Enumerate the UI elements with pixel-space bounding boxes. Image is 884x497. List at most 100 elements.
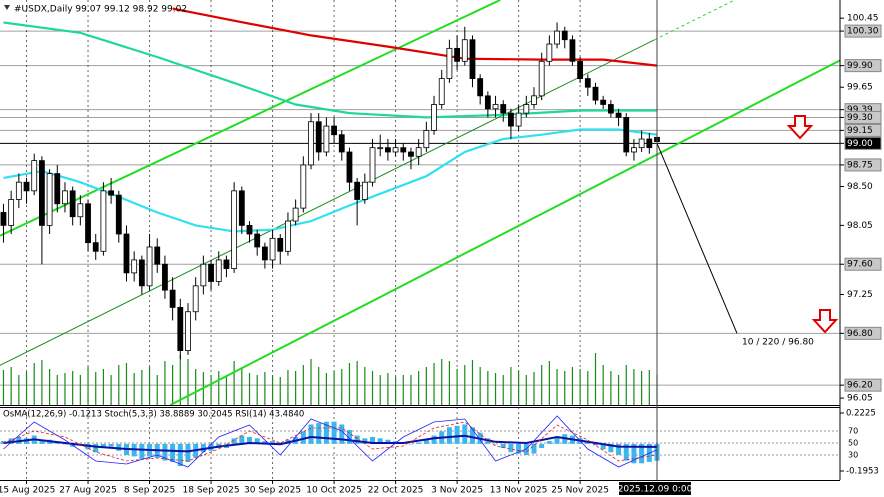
osma-bar: [39, 441, 45, 444]
candle-body: [584, 78, 591, 88]
x-tick-label: 22 Oct 2025: [368, 486, 424, 496]
candle-body: [285, 220, 291, 252]
y-tick-label: 96.05: [847, 394, 873, 404]
candle-body: [600, 99, 607, 105]
annotation: 10 / 220 / 96.80: [742, 338, 814, 348]
y-tick-label-bg: [844, 123, 882, 137]
candle-body: [492, 104, 499, 110]
osma-bar: [631, 443, 637, 464]
candle-body: [354, 181, 361, 200]
y-tick-label: 99.30: [847, 113, 873, 123]
candle-body: [146, 246, 153, 287]
candle-body: [308, 121, 314, 166]
trendline: [656, 143, 738, 334]
candle-body: [646, 138, 653, 149]
candle-body: [238, 190, 245, 226]
candle-body: [277, 237, 284, 252]
candle-body: [261, 246, 268, 261]
trendline-extension: [654, 0, 736, 41]
chart-header: #USDX,Daily 99.07 99.12 98.92 99.02: [14, 5, 187, 15]
moving-average: [3, 21, 657, 119]
osma-bar: [554, 436, 560, 444]
osma-bar: [331, 421, 337, 444]
candle-body: [607, 104, 614, 114]
candle-body: [346, 151, 353, 183]
y-tick-label: 96.80: [847, 329, 873, 339]
osma-bar: [408, 443, 414, 445]
osma-bar: [262, 441, 268, 444]
candle-body: [23, 181, 30, 192]
candle-body: [231, 190, 238, 269]
y-tick-label: 99.65: [847, 83, 873, 93]
candle-body: [208, 263, 214, 282]
osma-bar: [231, 438, 237, 444]
osma-bar: [377, 438, 383, 444]
candle-body: [269, 237, 276, 261]
candle-body: [431, 104, 437, 131]
candle-body: [569, 39, 576, 62]
osma-bar: [346, 430, 352, 444]
candle-body: [623, 117, 630, 153]
osma-bar: [162, 443, 168, 461]
osma-bar: [116, 443, 122, 451]
candle-body: [69, 190, 76, 218]
y-tick-label: 98.50: [847, 182, 873, 192]
candle-body: [577, 60, 584, 79]
y-tick-label-bg: [844, 59, 882, 73]
candle-body: [538, 60, 545, 97]
candle-body: [384, 147, 391, 153]
y-tick-label: 97.60: [847, 260, 873, 270]
osma-bar: [239, 435, 245, 444]
osma-bar: [539, 443, 545, 449]
osma-bar: [385, 439, 391, 444]
oscillator-tick-label: 0.2225: [846, 408, 876, 418]
candle-body: [331, 125, 337, 136]
candle-body: [638, 138, 645, 149]
candle-body: [154, 246, 161, 265]
candle-body: [523, 104, 530, 114]
candle-body: [169, 289, 176, 308]
x-tick-label: 13 Nov 2025: [490, 486, 548, 496]
y-tick-label: 99.00: [847, 139, 873, 149]
osma-bar: [454, 425, 460, 444]
osma-bar: [308, 424, 314, 444]
osma-bar: [531, 443, 537, 454]
candle-body: [377, 147, 384, 150]
osma-bar: [185, 443, 191, 462]
candle-body: [0, 212, 7, 226]
y-tick-label: 96.20: [847, 381, 873, 391]
osma-bar: [247, 436, 253, 444]
candle-body: [400, 147, 407, 153]
candle-body: [592, 86, 599, 101]
x-tick-label: 8 Sep 2025: [124, 486, 175, 496]
oscillator-tick-label: -0.1953: [846, 467, 879, 477]
candle-body: [54, 173, 61, 205]
osma-bar: [270, 441, 276, 444]
candle-body: [223, 259, 230, 269]
y-tick-label-bg: [844, 326, 882, 340]
candle-body: [131, 259, 138, 274]
oscillator-level-label: 50: [848, 438, 858, 447]
osma-bar: [170, 443, 176, 462]
candle-body: [631, 147, 637, 153]
y-tick-label: 99.15: [847, 126, 873, 136]
osma-bar: [100, 443, 106, 449]
y-tick-label-bg: [844, 257, 882, 271]
candle-body: [115, 194, 122, 235]
candle-body: [338, 134, 345, 153]
osma-bar: [431, 435, 437, 444]
oscillator-line: [3, 415, 658, 468]
x-tick-label: 25 Nov 2025: [551, 486, 609, 496]
candle-body: [92, 242, 99, 252]
osma-bar: [493, 443, 499, 445]
osma-bar: [316, 423, 322, 444]
candle-body: [100, 190, 107, 252]
oscillator-level-label: 70: [848, 426, 858, 435]
oscillator-panel: [0, 407, 840, 480]
y-tick-label: 98.75: [847, 160, 873, 170]
oscillator-header: OsMA(12,26,9) -0.1213 Stoch(5,3,3) 38.88…: [3, 410, 304, 420]
candle-body: [446, 47, 453, 79]
candle-body: [39, 160, 45, 226]
candle-body: [392, 147, 399, 153]
